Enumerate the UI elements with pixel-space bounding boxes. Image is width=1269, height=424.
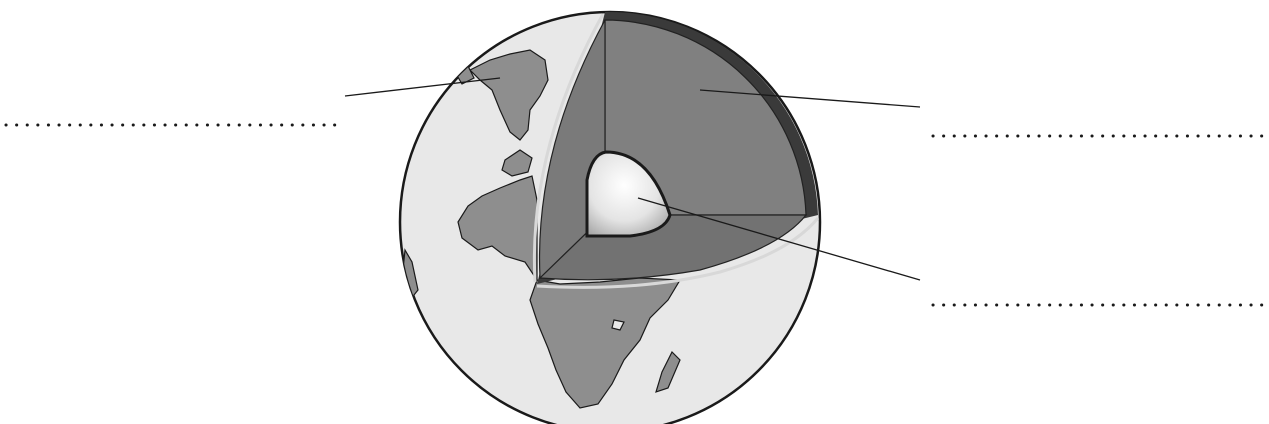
mantle-right-face (604, 19, 807, 216)
lake (611, 319, 625, 331)
answer-blanks (4, 123, 1267, 307)
africa-north (457, 175, 538, 282)
crust-edge-highlight-left (532, 13, 605, 283)
core (585, 150, 672, 238)
iberia (501, 149, 533, 177)
landmasses (401, 49, 682, 409)
leader-line-mantle (699, 89, 921, 108)
crust-edge-highlight (536, 217, 820, 289)
europe (468, 49, 549, 141)
leader-line-core (637, 197, 921, 281)
madagascar (655, 350, 681, 393)
leader-line-crust (344, 77, 501, 97)
leader-lines (344, 77, 921, 281)
